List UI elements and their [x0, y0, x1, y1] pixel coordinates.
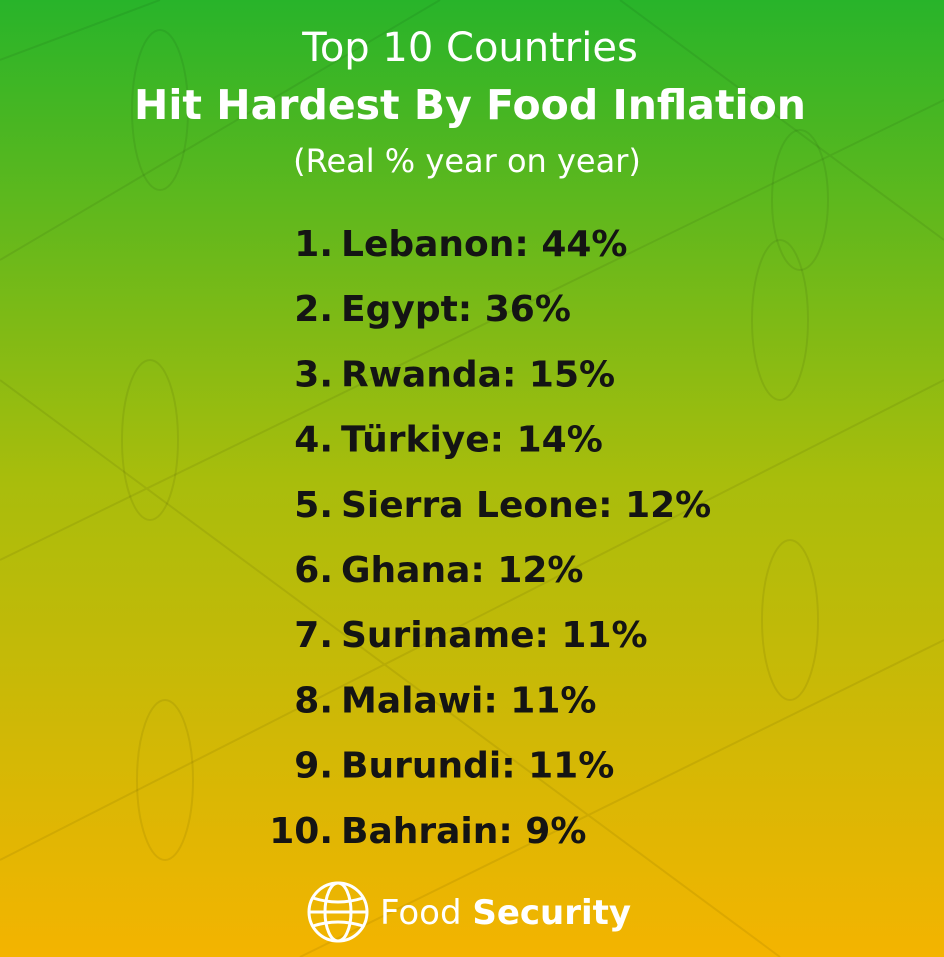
brand-light: Food [380, 893, 462, 933]
list-label: Bahrain: 9% [341, 811, 586, 852]
list-rank: 6. [294, 550, 333, 591]
footer: Food Security [307, 881, 631, 943]
globe-icon [307, 881, 369, 943]
list-rank: 9. [294, 746, 333, 787]
list-rank: 4. [294, 420, 333, 461]
list-label: Malawi: 11% [341, 680, 596, 721]
list-rank: 8. [294, 680, 333, 721]
ranking-list: 1. Lebanon: 44%2. Egypt: 36%3. Rwanda: 15%4… [269, 224, 711, 852]
list-label: Türkiye: 14% [341, 420, 603, 461]
list-label: Ghana: 12% [341, 550, 584, 591]
list-rank: 3. [294, 354, 333, 395]
subtitle: (Real % year on year) [293, 142, 641, 180]
list-rank: 5. [294, 485, 333, 526]
list-label: Lebanon: 44% [341, 224, 628, 265]
title: Top 10 Countries [301, 25, 638, 71]
list-label: Rwanda: 15% [341, 354, 615, 395]
list-rank: 1. [294, 224, 333, 265]
brand-bold: Security [472, 893, 631, 933]
brand: Food Security [380, 893, 631, 933]
list-rank: 10. [269, 811, 333, 852]
list-label: Suriname: 11% [341, 615, 648, 656]
list-label: Sierra Leone: 12% [341, 485, 711, 526]
list-label: Egypt: 36% [341, 289, 571, 330]
list-rank: 2. [294, 289, 333, 330]
headline: Hit Hardest By Food Inflation [134, 81, 806, 129]
list-label: Burundi: 11% [341, 746, 614, 787]
list-rank: 7. [294, 615, 333, 656]
